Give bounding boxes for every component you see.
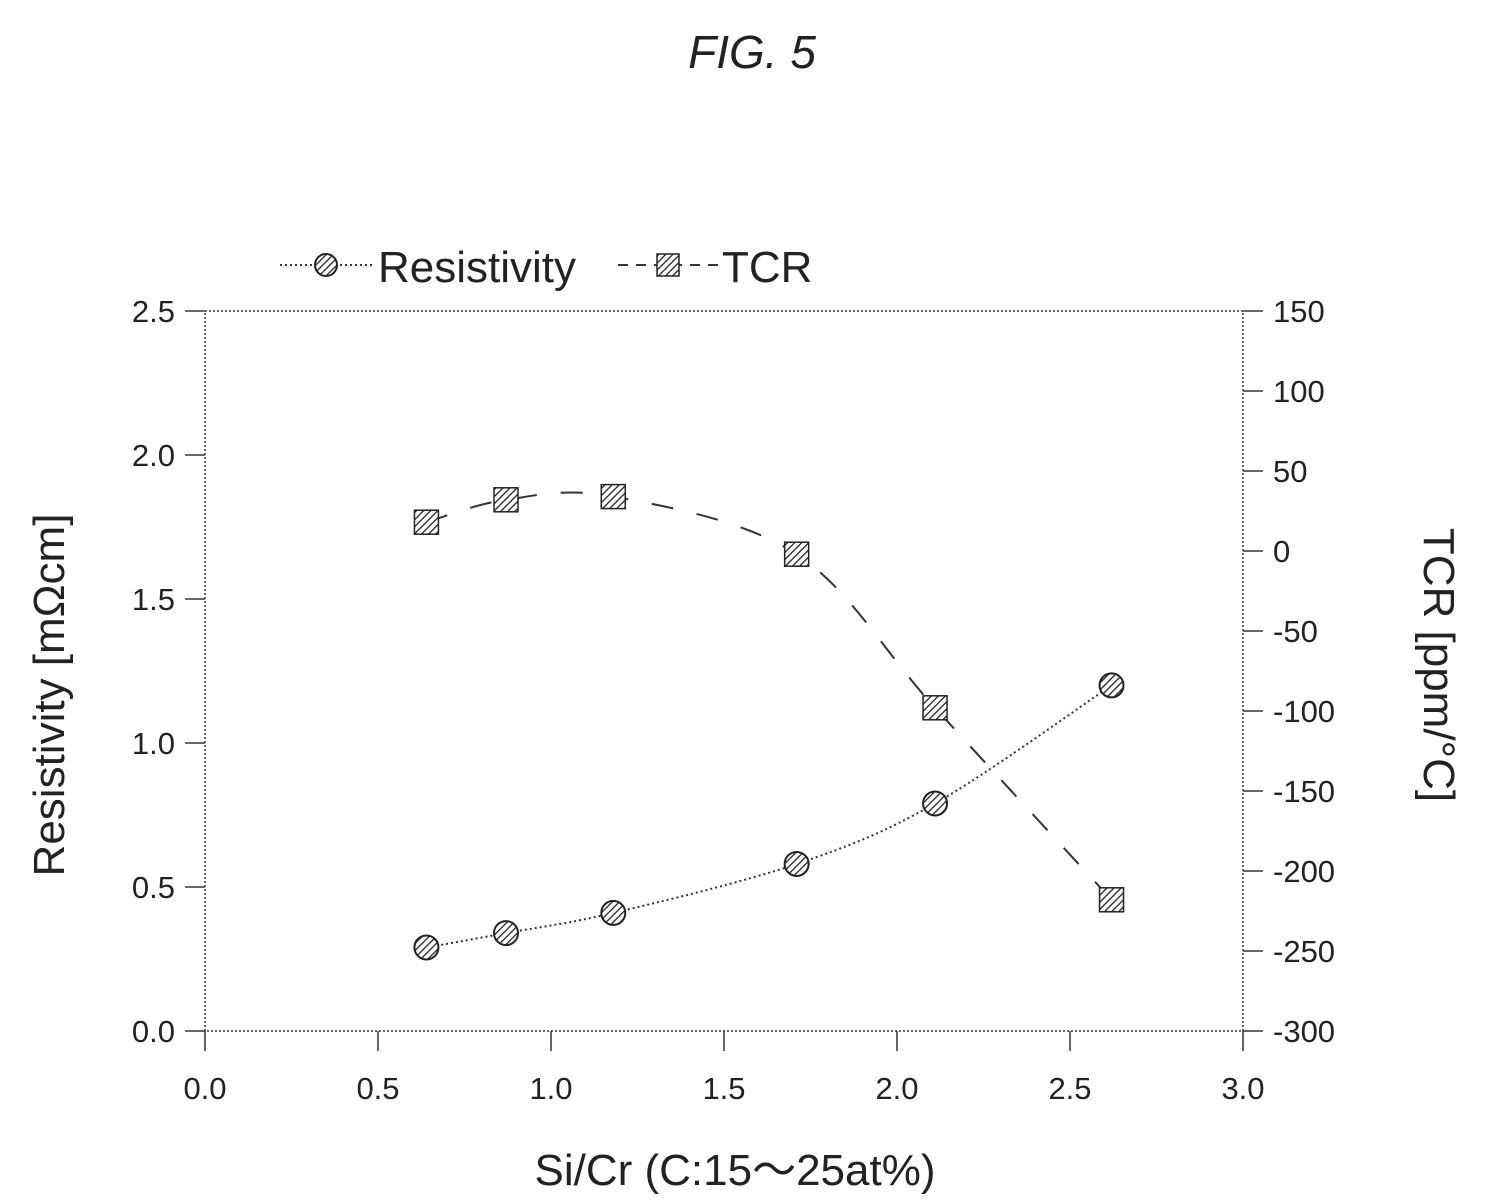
data-point-resistivity [1098, 672, 1125, 699]
data-point-tcr [783, 541, 810, 567]
data-point-tcr [922, 695, 948, 721]
y-left-tick-label: 1.5 [132, 582, 175, 617]
y-right-tick-label: 150 [1273, 294, 1325, 329]
series-layer [413, 483, 1125, 961]
x-tick-label: 0.5 [356, 1071, 399, 1106]
y-right-tick-label: -250 [1273, 934, 1335, 969]
x-axis: 0.0 0.5 1.0 1.5 2.0 2.5 3.0 [183, 1031, 1265, 1106]
y-right-tick-label: 0 [1273, 534, 1290, 569]
x-axis-label: Si/Cr (C:15〜25at%) [534, 1146, 935, 1195]
y-right-tick-label: -100 [1273, 694, 1335, 729]
x-tick-label: 1.0 [529, 1071, 572, 1106]
y-right-tick-label: 50 [1273, 454, 1307, 489]
y-axis-right: -300 -250 -200 -150 -100 -50 0 50 100 150 [1243, 294, 1335, 1049]
y-left-tick-label: 2.0 [132, 438, 175, 473]
y-left-tick-label: 0.5 [132, 870, 175, 905]
legend-resistivity-marker [314, 253, 338, 277]
y-right-tick-label: -150 [1273, 774, 1335, 809]
legend-tcr-label: TCR [722, 243, 812, 292]
data-point-tcr [600, 483, 627, 510]
data-point-resistivity [783, 850, 810, 877]
x-tick-label: 1.5 [702, 1071, 745, 1106]
legend-tcr-marker [656, 253, 680, 277]
data-point-tcr [413, 509, 440, 535]
data-point-tcr [493, 487, 519, 513]
series-line-tcr [426, 491, 1113, 901]
legend-resistivity-label: Resistivity [378, 243, 576, 292]
plot-frame [204, 310, 1244, 1032]
series-resistivity [413, 672, 1125, 961]
x-tick-label: 2.0 [875, 1071, 918, 1106]
legend: Resistivity TCR [280, 243, 812, 292]
y-right-tick-label: -50 [1273, 614, 1318, 649]
y-right-tick-label: 100 [1273, 374, 1325, 409]
y-left-tick-label: 2.5 [132, 294, 175, 329]
x-tick-label: 2.5 [1048, 1071, 1091, 1106]
y-axis-left: 0.0 0.5 1.0 1.5 2.0 2.5 [132, 294, 205, 1049]
data-point-resistivity [922, 790, 949, 817]
y-axis-left-label: Resistivity [mΩcm] [25, 514, 74, 877]
data-point-resistivity [600, 899, 627, 926]
x-tick-label: 0.0 [183, 1071, 226, 1106]
x-tick-label: 3.0 [1221, 1071, 1264, 1106]
series-tcr [413, 483, 1125, 913]
series-line-resistivity [426, 684, 1113, 949]
y-left-tick-label: 1.0 [132, 726, 175, 761]
data-point-resistivity [413, 934, 440, 961]
y-left-tick-label: 0.0 [132, 1014, 175, 1049]
y-right-tick-label: -200 [1273, 854, 1335, 889]
data-point-resistivity [493, 920, 520, 947]
figure-label: FIG. 5 [688, 26, 816, 78]
y-axis-right-label: TCR [ppm/°C] [1414, 528, 1463, 802]
y-right-tick-label: -300 [1273, 1014, 1335, 1049]
data-point-tcr [1098, 887, 1125, 913]
